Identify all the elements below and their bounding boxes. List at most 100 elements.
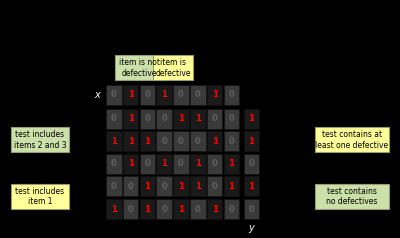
Bar <box>173 199 189 219</box>
Text: 1: 1 <box>111 137 117 146</box>
Text: 1: 1 <box>178 204 184 213</box>
Bar <box>244 154 259 174</box>
Text: 1: 1 <box>228 182 234 191</box>
Text: 0: 0 <box>248 204 254 213</box>
Bar <box>156 176 172 196</box>
Bar <box>106 131 122 151</box>
Bar <box>190 131 206 151</box>
Text: 1: 1 <box>144 204 150 213</box>
Bar <box>207 85 222 105</box>
Text: 1: 1 <box>195 114 201 123</box>
Bar <box>156 199 172 219</box>
Bar <box>207 131 222 151</box>
Text: 1: 1 <box>128 114 134 123</box>
Text: y: y <box>248 223 254 233</box>
Bar <box>123 85 138 105</box>
FancyBboxPatch shape <box>115 55 165 80</box>
Bar <box>224 109 239 129</box>
Text: item is not
defective: item is not defective <box>119 58 160 78</box>
Bar <box>156 154 172 174</box>
Text: 1: 1 <box>248 182 254 191</box>
Text: 0: 0 <box>212 182 218 191</box>
Bar <box>173 176 189 196</box>
Bar <box>224 199 239 219</box>
Text: 0: 0 <box>161 114 167 123</box>
Bar <box>140 154 155 174</box>
Text: item is
defective: item is defective <box>156 58 191 78</box>
Bar <box>106 109 122 129</box>
Bar <box>190 154 206 174</box>
Bar <box>140 85 155 105</box>
Bar <box>190 109 206 129</box>
Text: 1: 1 <box>248 114 254 123</box>
Text: 0: 0 <box>195 204 201 213</box>
Text: 1: 1 <box>128 137 134 146</box>
Text: 1: 1 <box>111 204 117 213</box>
Bar <box>156 85 172 105</box>
Text: 0: 0 <box>161 137 167 146</box>
Bar <box>224 85 239 105</box>
Text: test contains at
least one defective: test contains at least one defective <box>316 130 388 149</box>
Text: 0: 0 <box>111 90 117 99</box>
Text: 0: 0 <box>144 159 150 168</box>
Bar <box>123 199 138 219</box>
Text: 0: 0 <box>228 90 234 99</box>
Bar <box>244 199 259 219</box>
Bar <box>173 154 189 174</box>
Text: 1: 1 <box>128 159 134 168</box>
Bar <box>140 109 155 129</box>
Text: 1: 1 <box>212 137 218 146</box>
Bar <box>106 154 122 174</box>
Text: 0: 0 <box>195 90 201 99</box>
Bar <box>190 199 206 219</box>
Text: 0: 0 <box>111 114 117 123</box>
Bar <box>190 176 206 196</box>
Bar <box>190 85 206 105</box>
Bar <box>106 85 122 105</box>
Text: 1: 1 <box>128 90 134 99</box>
FancyBboxPatch shape <box>11 184 69 209</box>
Bar <box>123 109 138 129</box>
Text: 0: 0 <box>161 182 167 191</box>
Text: 1: 1 <box>248 137 254 146</box>
Bar <box>156 109 172 129</box>
Bar <box>123 154 138 174</box>
Bar <box>244 131 259 151</box>
Text: 1: 1 <box>195 159 201 168</box>
FancyBboxPatch shape <box>153 55 193 80</box>
Text: 0: 0 <box>111 159 117 168</box>
Bar <box>140 131 155 151</box>
Bar <box>140 199 155 219</box>
Text: 0: 0 <box>178 159 184 168</box>
Text: 1: 1 <box>228 159 234 168</box>
Text: 0: 0 <box>228 137 234 146</box>
Text: 0: 0 <box>212 159 218 168</box>
Text: 1: 1 <box>161 90 167 99</box>
Bar <box>173 85 189 105</box>
Bar <box>224 154 239 174</box>
Text: 0: 0 <box>228 114 234 123</box>
Text: 0: 0 <box>212 114 218 123</box>
Text: 1: 1 <box>161 159 167 168</box>
Text: 1: 1 <box>178 114 184 123</box>
Text: test contains
no defectives: test contains no defectives <box>326 187 378 206</box>
Bar <box>173 109 189 129</box>
Bar <box>207 154 222 174</box>
Text: 0: 0 <box>228 204 234 213</box>
Text: 1: 1 <box>212 204 218 213</box>
Bar <box>140 176 155 196</box>
Text: 0: 0 <box>178 90 184 99</box>
Text: 1: 1 <box>144 137 150 146</box>
FancyBboxPatch shape <box>11 127 69 152</box>
Text: 1: 1 <box>195 182 201 191</box>
Text: x: x <box>94 90 100 100</box>
Text: 0: 0 <box>128 204 134 213</box>
Text: 0: 0 <box>195 137 201 146</box>
Text: 1: 1 <box>178 182 184 191</box>
Bar <box>244 109 259 129</box>
Bar <box>123 176 138 196</box>
FancyBboxPatch shape <box>315 184 389 209</box>
Bar <box>173 131 189 151</box>
Bar <box>224 131 239 151</box>
Bar <box>244 176 259 196</box>
